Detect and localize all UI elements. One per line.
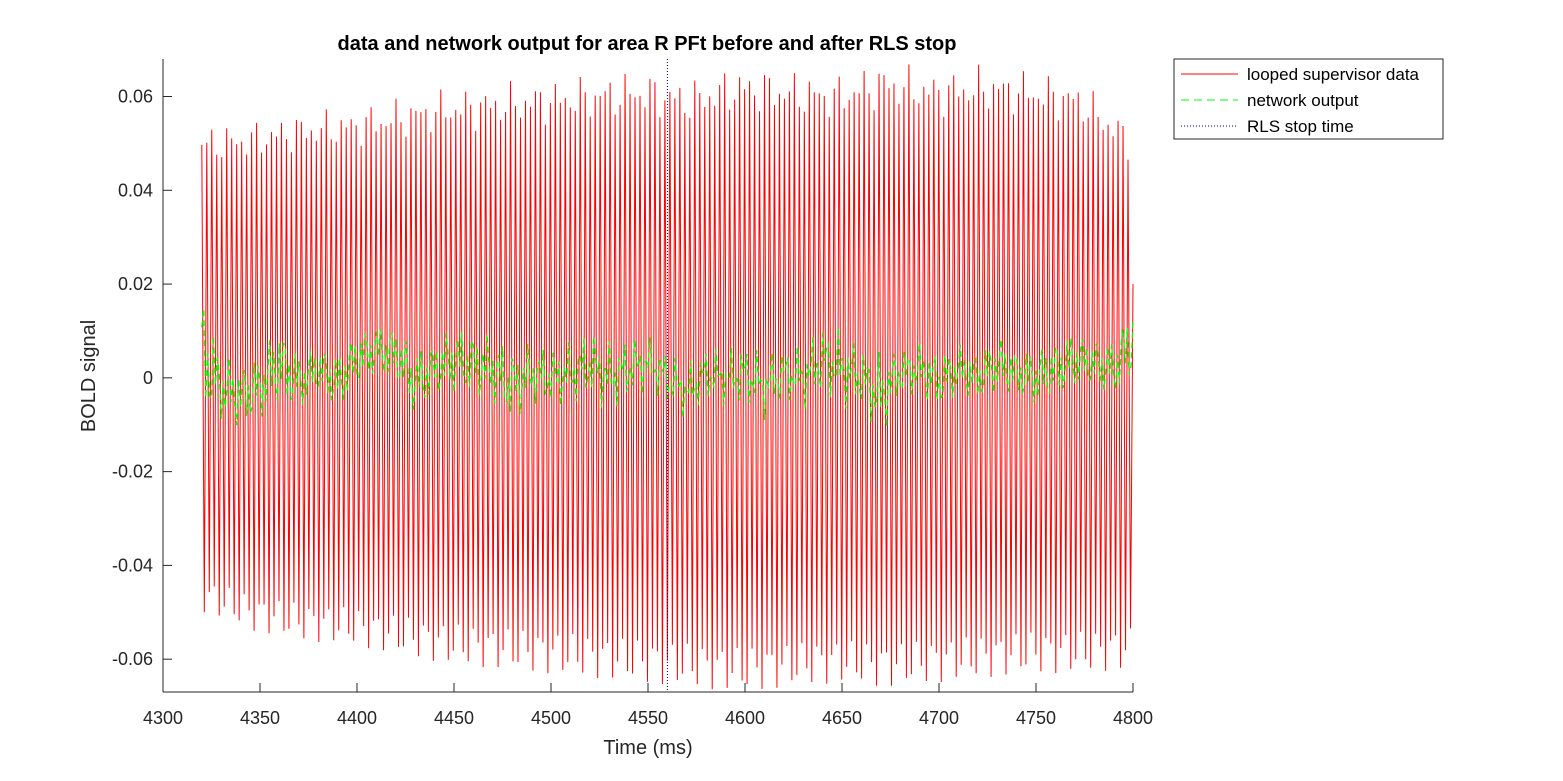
x-ticks: 4300 4350 4400 4450 4500 4550 4600 4650 4700 4750… (143, 683, 1153, 728)
x-tick-label: 4700 (919, 708, 959, 728)
series-layer (201, 59, 1134, 692)
legend-label-supervisor: looped supervisor data (1247, 65, 1420, 84)
x-axis-label: Time (ms) (603, 737, 692, 759)
y-tick-label: -0.02 (112, 462, 153, 482)
y-tick-label: -0.04 (112, 555, 153, 575)
y-ticks: 0.06 0.04 0.02 0 -0.02 -0.04 -0.06 (112, 87, 172, 669)
x-tick-label: 4500 (531, 708, 571, 728)
x-tick-label: 4600 (725, 708, 765, 728)
legend: looped supervisor data network output RL… (1173, 58, 1444, 140)
legend-box (1173, 58, 1444, 140)
x-tick-label: 4750 (1016, 708, 1056, 728)
y-tick-label: 0.06 (118, 87, 153, 107)
y-tick-label: 0.02 (118, 274, 153, 294)
x-tick-label: 4350 (240, 708, 280, 728)
x-tick-label: 4300 (143, 708, 183, 728)
y-tick-label: 0.04 (118, 180, 153, 200)
chart-title: data and network output for area R PFt b… (338, 33, 957, 55)
x-tick-label: 4550 (628, 708, 668, 728)
legend-label-network: network output (1247, 91, 1359, 110)
y-axis-label: BOLD signal (78, 320, 100, 432)
x-tick-label: 4400 (337, 708, 377, 728)
x-tick-label: 4800 (1113, 708, 1153, 728)
series-line-looped-supervisor-data (201, 64, 1134, 690)
legend-label-rls: RLS stop time (1247, 117, 1354, 136)
plot-area: 4300 4350 4400 4450 4500 4550 4600 4650 4700 4750… (112, 59, 1153, 728)
x-tick-label: 4450 (434, 708, 474, 728)
y-tick-label: 0 (143, 368, 153, 388)
x-tick-label: 4650 (822, 708, 862, 728)
y-tick-label: -0.06 (112, 649, 153, 669)
